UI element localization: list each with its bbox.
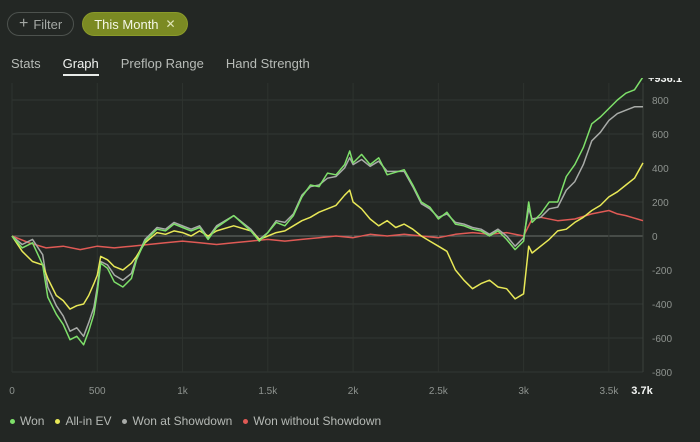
tab-graph[interactable]: Graph xyxy=(62,56,99,76)
chart-legend: Won All-in EV Won at Showdown Won withou… xyxy=(10,414,392,428)
series-line-won-without-showdown xyxy=(11,209,644,251)
legend-label-won: Won xyxy=(20,414,45,428)
won-without-showdown-dot-icon xyxy=(243,418,249,424)
x-tick-label: 500 xyxy=(89,386,106,397)
tab-bar: Stats Graph Preflop Range Hand Strength xyxy=(11,56,332,76)
x-tick-label: 1.5k xyxy=(258,386,278,397)
this-month-label: This Month xyxy=(94,16,159,32)
x-tick-label: 3.5k xyxy=(599,386,619,397)
y-tick-label: -400 xyxy=(652,300,672,311)
y-tick-label: 200 xyxy=(652,198,669,209)
all-in-ev-dot-icon xyxy=(55,418,61,424)
x-tick-label: 3k xyxy=(518,386,530,397)
series-line-all-in-ev xyxy=(11,162,644,310)
y-tick-label: 800 xyxy=(652,96,669,107)
legend-item-won-at-showdown[interactable]: Won at Showdown xyxy=(122,414,232,428)
tab-hand-strength[interactable]: Hand Strength xyxy=(225,56,310,71)
series-line-won-at-showdown xyxy=(11,106,643,338)
y-tick-label: 600 xyxy=(652,130,669,141)
x-tick-label: 1k xyxy=(177,386,189,397)
y-tick-label: -600 xyxy=(652,334,672,345)
results-graph[interactable]: 800 600 400 200 0 -200 -400 -600 -800 0 500 1k 1.5k 2… xyxy=(0,78,700,398)
tab-stats[interactable]: Stats xyxy=(11,56,41,71)
won-at-showdown-dot-icon xyxy=(122,418,128,424)
plus-icon: + xyxy=(19,15,29,32)
x-tick-label: 2k xyxy=(348,386,360,397)
legend-label-won-without-showdown: Won without Showdown xyxy=(253,414,382,428)
close-icon[interactable]: ✕ xyxy=(165,17,176,31)
legend-label-all-in-ev: All-in EV xyxy=(65,414,112,428)
won-dot-icon xyxy=(10,418,15,424)
x-tick-label: 2.5k xyxy=(429,386,449,397)
x-tick-label: 0 xyxy=(9,386,15,397)
series-line-won xyxy=(11,78,644,346)
filter-button[interactable]: + Filter xyxy=(7,12,75,36)
y-tick-label: -800 xyxy=(652,368,672,379)
x-end-label: 3.7k xyxy=(631,385,653,397)
filter-label: Filter xyxy=(33,16,63,32)
legend-item-won[interactable]: Won xyxy=(10,414,44,428)
y-tick-label: 400 xyxy=(652,164,669,175)
legend-item-won-without-showdown[interactable]: Won without Showdown xyxy=(243,414,381,428)
tab-preflop-range[interactable]: Preflop Range xyxy=(120,56,204,71)
y-tick-label: -200 xyxy=(652,266,672,277)
end-value-label: +936.1 xyxy=(648,78,682,85)
legend-label-won-at-showdown: Won at Showdown xyxy=(132,414,233,428)
y-tick-label: 0 xyxy=(652,232,658,243)
this-month-chip[interactable]: This Month ✕ xyxy=(82,12,188,36)
legend-item-all-in-ev[interactable]: All-in EV xyxy=(55,414,111,428)
